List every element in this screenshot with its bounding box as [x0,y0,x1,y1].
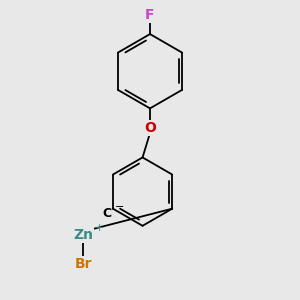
Text: Zn: Zn [73,228,93,242]
Text: Br: Br [74,257,92,272]
Text: F: F [145,8,155,22]
Text: −: − [115,202,124,212]
Text: +: + [95,223,104,233]
Text: O: O [144,121,156,135]
Text: C: C [102,207,112,220]
